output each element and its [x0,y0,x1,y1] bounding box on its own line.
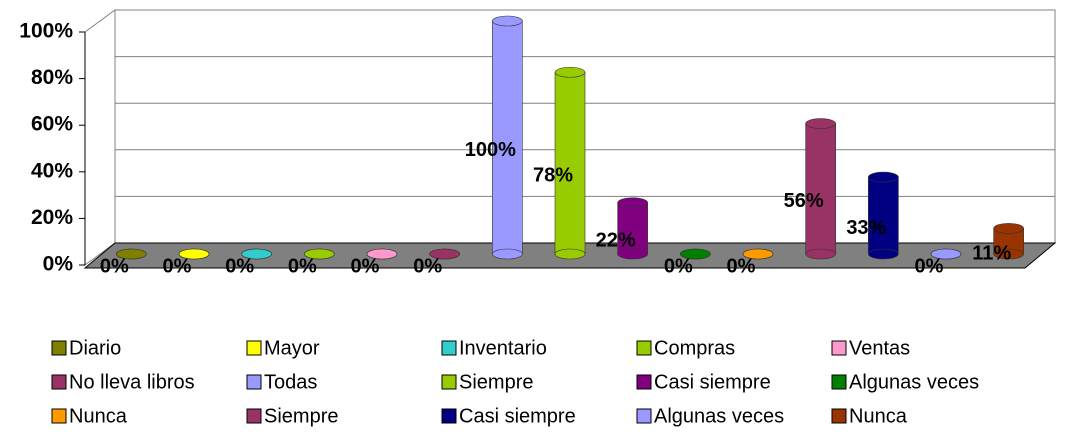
legend-swatch [636,340,652,356]
legend-swatch [441,408,457,424]
bar-top [554,66,586,78]
bar-top [178,248,210,260]
value-label: 33% [846,217,886,239]
legend-swatch [831,340,847,356]
legend-label: Algunas veces [654,405,784,427]
legend-label: Casi siempre [459,405,576,427]
bar-top [617,197,648,209]
value-label: 78% [533,164,573,186]
legend-swatch [636,374,652,390]
value-label: 0% [163,255,192,277]
bar-top [680,248,711,260]
value-label: 0% [915,255,944,277]
bar-top [742,248,774,260]
legend-label: Siempre [459,371,533,393]
bar-top [241,248,272,260]
value-label: 0% [288,255,317,277]
y-tick-label: 60% [31,113,73,136]
side-wall [84,9,116,266]
bar-top [304,248,335,260]
value-label: 0% [727,255,756,277]
legend-label: Siempre [264,405,338,427]
legend-label: Algunas veces [849,371,979,393]
bar-base [868,248,899,260]
legend-label: Casi siempre [654,371,771,393]
legend-label: Todas [264,371,317,393]
value-label: 22% [596,230,636,252]
bar [617,202,648,255]
bar-top [116,248,147,260]
legend-label: Inventario [459,337,547,359]
bar-top [868,171,899,183]
value-label: 100% [465,139,516,161]
legend-label: Diario [69,337,121,359]
value-label: 56% [784,190,824,212]
value-label: 0% [664,255,693,277]
bar-base [805,248,836,260]
y-tick-label: 0% [43,253,74,276]
legend-swatch [51,374,67,390]
y-tick-label: 100% [19,20,73,43]
bar [868,176,899,255]
legend-swatch [246,374,262,390]
y-tick-label: 20% [31,206,73,229]
legend-swatch [831,374,847,390]
bar-top [429,248,460,260]
legend-swatch [441,340,457,356]
value-label: 0% [351,255,380,277]
legend-swatch [51,340,67,356]
bar-base [993,248,1024,260]
legend-swatch [636,408,652,424]
legend-label: Compras [654,337,735,359]
bar-top [492,15,523,27]
y-tick-label: 40% [31,159,73,182]
legend-swatch [831,408,847,424]
legend-swatch [441,374,457,390]
bar-top [366,248,398,260]
legend-label: Ventas [849,337,910,359]
legend-swatch [51,408,67,424]
value-label: 0% [225,255,254,277]
legend-label: Nunca [69,405,128,427]
bar-base [492,248,523,260]
legend-swatch [246,408,262,424]
bar-top [993,223,1024,234]
value-label: 11% [972,242,1011,264]
bar-top [930,248,962,260]
bar [805,123,836,255]
y-tick-label: 80% [31,66,73,89]
bar-base [554,248,586,260]
value-label: 0% [413,255,442,277]
legend-label: No lleva libros [69,371,195,393]
bar-base [617,248,648,260]
bar [492,20,523,255]
bar [554,71,586,255]
legend-label: Nunca [849,405,908,427]
bar-top [805,118,836,129]
legend-label: Mayor [264,337,320,359]
legend-swatch [246,340,262,356]
value-label: 0% [100,255,129,277]
